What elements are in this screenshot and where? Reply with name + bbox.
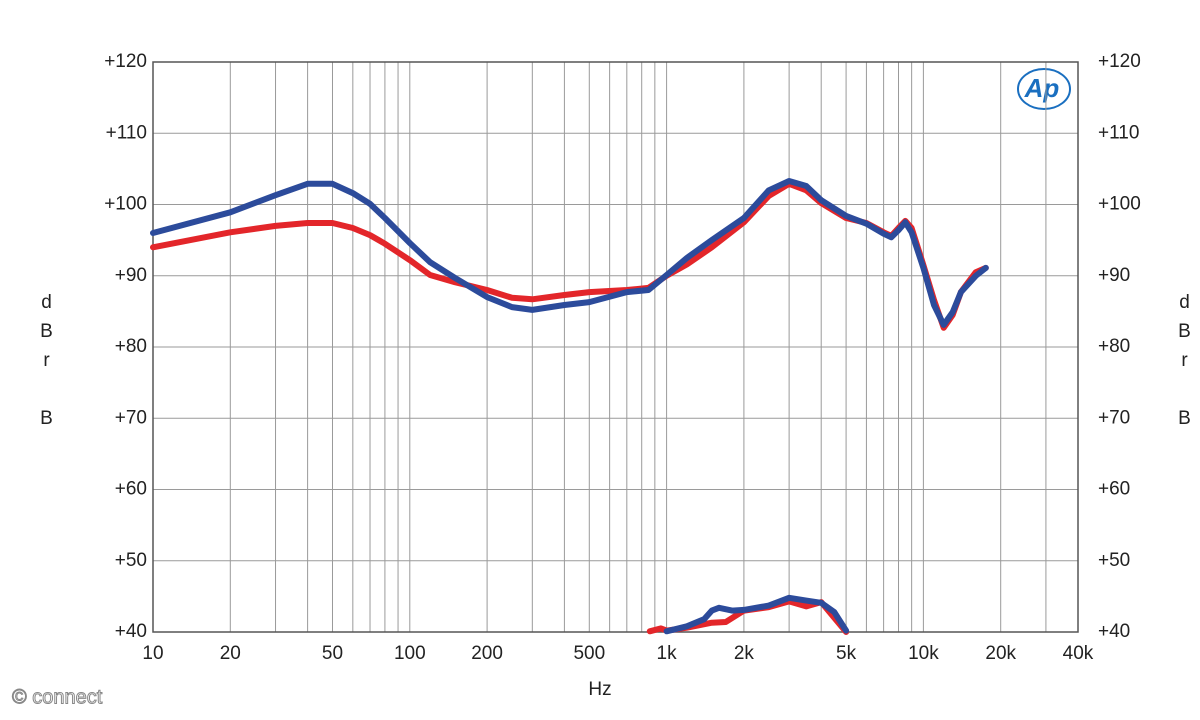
y-tick-label: +60 bbox=[115, 479, 147, 500]
logo: Ap bbox=[1024, 73, 1060, 103]
y2-tick-label: +100 bbox=[1098, 194, 1141, 215]
x-axis-label: Hz bbox=[588, 679, 611, 700]
x-tick-label: 20k bbox=[985, 643, 1016, 664]
x-tick-label: 40k bbox=[1063, 643, 1094, 664]
y2-tick-label: +40 bbox=[1098, 621, 1130, 642]
x-tick-label: 500 bbox=[573, 643, 605, 664]
series-line bbox=[150, 178, 989, 635]
x-tick-label: 100 bbox=[394, 643, 426, 664]
y2-axis-label: dBr B bbox=[1174, 292, 1195, 437]
plot-frame bbox=[152, 61, 1079, 633]
y-tick-label: +100 bbox=[104, 194, 147, 215]
y2-tick-label: +110 bbox=[1098, 122, 1139, 143]
y2-tick-label: +70 bbox=[1098, 407, 1130, 428]
x-tick-label: 5k bbox=[836, 643, 857, 664]
x-tick-label: 200 bbox=[471, 643, 503, 664]
y-tick-label: +80 bbox=[115, 336, 147, 357]
x-tick-label: 10 bbox=[142, 643, 163, 664]
x-tick-label: 2k bbox=[734, 643, 755, 664]
y-tick-label: +110 bbox=[106, 122, 147, 143]
y2-tick-label: +120 bbox=[1098, 51, 1141, 72]
watermark: © connect bbox=[12, 686, 103, 708]
y2-tick-label: +90 bbox=[1098, 265, 1130, 286]
y-axis-label: dBr B bbox=[36, 292, 57, 437]
series-line bbox=[150, 180, 989, 635]
y-tick-label: +70 bbox=[115, 407, 147, 428]
logo-ring bbox=[1017, 68, 1071, 110]
y2-tick-label: +50 bbox=[1098, 550, 1130, 571]
x-tick-label: 50 bbox=[322, 643, 343, 664]
y-tick-label: +90 bbox=[115, 265, 147, 286]
x-tick-label: 10k bbox=[908, 643, 939, 664]
y-tick-label: +40 bbox=[115, 621, 147, 642]
y2-tick-label: +80 bbox=[1098, 336, 1130, 357]
y-tick-label: +120 bbox=[104, 51, 147, 72]
x-tick-label: 20 bbox=[220, 643, 241, 664]
y2-tick-label: +60 bbox=[1098, 479, 1130, 500]
y-tick-label: +50 bbox=[115, 550, 147, 571]
x-tick-label: 1k bbox=[657, 643, 678, 664]
